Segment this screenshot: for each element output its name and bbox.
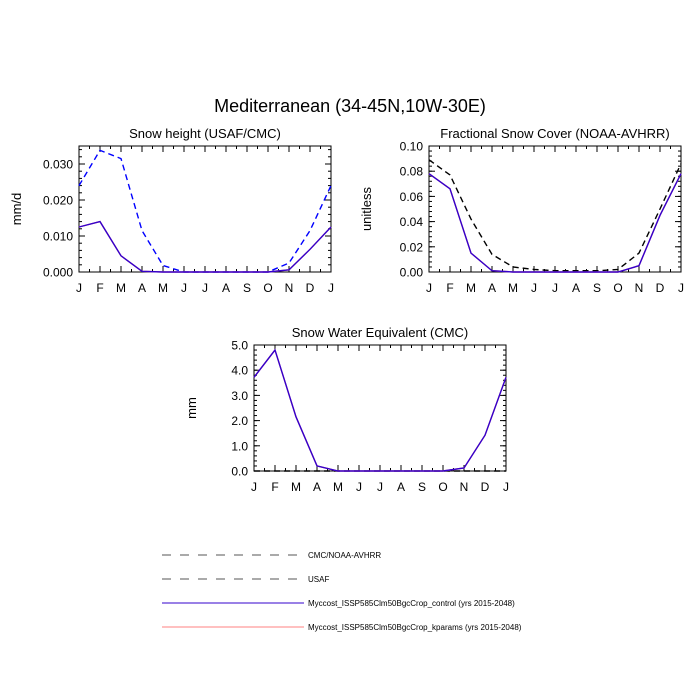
y-tick-label: 1.0 xyxy=(231,439,248,453)
y-tick-label: 2.0 xyxy=(231,414,248,428)
y-tick-label: 0.00 xyxy=(400,266,424,280)
legend: CMC/NOAA-AVHRR USAF Myccost_ISSP585Clm50Bg… xyxy=(162,551,522,632)
series-line-1 xyxy=(428,159,682,272)
y-tick-label: 0.0 xyxy=(231,465,248,479)
x-tick-label: A xyxy=(138,281,146,295)
x-tick-label: F xyxy=(446,281,453,295)
legend-label: Myccost_ISSP585Clm50BgcCrop_control (yrs… xyxy=(308,599,515,608)
x-tick-label: A xyxy=(488,281,496,295)
x-tick-label: A xyxy=(222,281,230,295)
x-tick-label: M xyxy=(291,480,301,494)
series-line-3 xyxy=(428,173,682,273)
y-tick-label: 0.08 xyxy=(400,165,424,179)
legend-label: Myccost_ISSP585Clm50BgcCrop_kparams (yrs… xyxy=(308,623,522,632)
y-tick-label: 0.020 xyxy=(43,194,73,208)
x-tick-label: D xyxy=(481,480,490,494)
chart-panel-1: Snow height (USAF/CMC)mm/dJ F M A M J J A S O N D J0… xyxy=(9,126,334,295)
y-tick-label: 4.0 xyxy=(231,364,248,378)
legend-item: CMC/NOAA-AVHRR xyxy=(162,551,381,560)
x-tick-label: S xyxy=(243,281,251,295)
x-tick-label: J xyxy=(377,480,383,494)
legend-item: Myccost_ISSP585Clm50BgcCrop_control (yrs… xyxy=(162,599,515,608)
y-axis-label: unitless xyxy=(359,186,374,231)
x-tick-label: J xyxy=(251,480,257,494)
legend-item: USAF xyxy=(162,575,329,584)
x-tick-label: M xyxy=(158,281,168,295)
x-tick-label: D xyxy=(656,281,665,295)
y-tick-label: 0.04 xyxy=(400,215,424,229)
x-tick-label: D xyxy=(306,281,315,295)
x-tick-label: J xyxy=(76,281,82,295)
chart-title: Snow Water Equivalent (CMC) xyxy=(292,325,469,340)
x-tick-label: O xyxy=(613,281,622,295)
x-tick-label: A xyxy=(313,480,321,494)
y-axis-label: mm xyxy=(184,397,199,419)
x-tick-label: J xyxy=(531,281,537,295)
x-tick-label: O xyxy=(438,480,447,494)
figure-title: Mediterranean (34-45N,10W-30E) xyxy=(214,96,486,116)
panels: Snow height (USAF/CMC)mm/dJ F M A M J J A S O N D J0… xyxy=(9,126,684,494)
x-tick-label: M xyxy=(466,281,476,295)
series-line-3 xyxy=(78,220,332,273)
y-tick-label: 0.000 xyxy=(43,266,73,280)
plot-frame xyxy=(253,344,507,472)
x-tick-label: J xyxy=(678,281,684,295)
chart-panel-3: Snow Water Equivalent (CMC)mmJ F M A M J J A S O N… xyxy=(184,325,509,494)
x-tick-label: A xyxy=(572,281,580,295)
chart-panel-2: Fractional Snow Cover (NOAA-AVHRR) unitle… xyxy=(359,126,684,295)
y-tick-label: 5.0 xyxy=(231,339,248,353)
x-tick-label: J xyxy=(552,281,558,295)
series-line-2 xyxy=(78,220,332,273)
x-tick-label: J xyxy=(181,281,187,295)
chart-title: Snow height (USAF/CMC) xyxy=(129,126,281,141)
x-tick-label: J xyxy=(202,281,208,295)
legend-item: Myccost_ISSP585Clm50BgcCrop_kparams (yrs… xyxy=(162,623,522,632)
x-tick-label: F xyxy=(96,281,103,295)
x-tick-label: S xyxy=(593,281,601,295)
chart-title: Fractional Snow Cover (NOAA-AVHRR) xyxy=(440,126,669,141)
y-axis-label: mm/d xyxy=(9,193,24,226)
x-tick-label: N xyxy=(460,480,469,494)
x-tick-label: J xyxy=(356,480,362,494)
x-tick-label: J xyxy=(426,281,432,295)
x-tick-label: M xyxy=(116,281,126,295)
series-line-2 xyxy=(253,348,507,472)
legend-label: USAF xyxy=(308,575,329,584)
x-tick-label: J xyxy=(328,281,334,295)
y-tick-label: 3.0 xyxy=(231,389,248,403)
x-tick-label: M xyxy=(508,281,518,295)
y-tick-label: 0.010 xyxy=(43,230,73,244)
y-tick-label: 0.10 xyxy=(400,140,424,154)
x-tick-label: F xyxy=(271,480,278,494)
x-tick-label: A xyxy=(397,480,405,494)
plot-frame xyxy=(78,145,332,273)
x-tick-label: M xyxy=(333,480,343,494)
legend-label: CMC/NOAA-AVHRR xyxy=(308,551,381,560)
x-tick-label: N xyxy=(635,281,644,295)
y-tick-label: 0.030 xyxy=(43,158,73,172)
x-tick-label: O xyxy=(263,281,272,295)
x-tick-label: N xyxy=(285,281,294,295)
series-line-1 xyxy=(78,149,332,273)
y-tick-label: 0.06 xyxy=(400,190,424,204)
series-line-3 xyxy=(253,348,507,472)
y-tick-label: 0.02 xyxy=(400,240,424,254)
x-tick-label: J xyxy=(503,480,509,494)
x-tick-label: S xyxy=(418,480,426,494)
